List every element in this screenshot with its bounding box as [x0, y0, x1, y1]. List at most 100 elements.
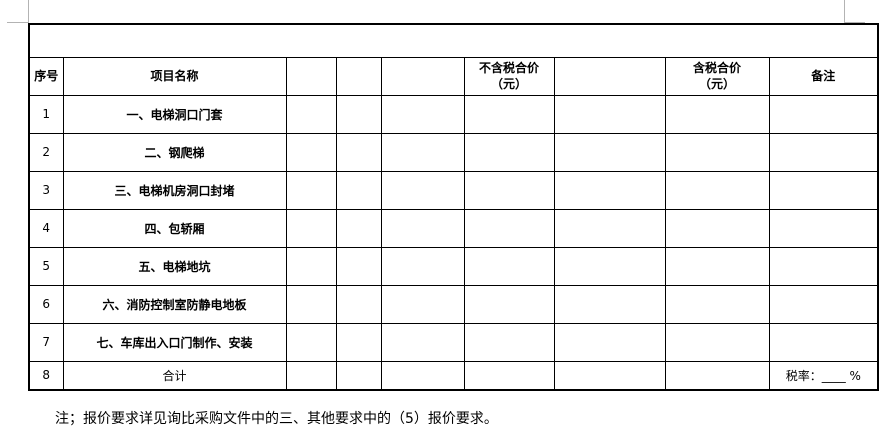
- empty-cell[interactable]: [285, 170, 337, 210]
- empty-cell[interactable]: [335, 246, 382, 286]
- item-name: 二、钢爬梯: [62, 132, 287, 172]
- price-excl-tax-cell[interactable]: [463, 322, 555, 362]
- text-boundary-mark-top-left-horizontal: [7, 22, 29, 23]
- table-row-2: 2 二、钢爬梯: [28, 132, 879, 172]
- header-price-incl-tax: 含税合价 （元）: [664, 56, 770, 96]
- empty-cell[interactable]: [335, 284, 382, 324]
- empty-cell[interactable]: [285, 94, 337, 134]
- price-incl-tax-cell[interactable]: [664, 170, 770, 210]
- price-excl-tax-cell[interactable]: [463, 94, 555, 134]
- empty-cell[interactable]: [553, 322, 666, 362]
- header-empty-col4: [335, 56, 382, 96]
- price-incl-tax-cell[interactable]: [664, 322, 770, 362]
- empty-cell[interactable]: [285, 208, 337, 248]
- item-name: 四、包轿厢: [62, 208, 287, 248]
- empty-cell[interactable]: [553, 94, 666, 134]
- table-row-title-blank: [28, 23, 879, 58]
- footnote: 注；报价要求详见询比采购文件中的三、其他要求中的（5）报价要求。: [55, 411, 498, 427]
- text-boundary-mark-top-right-horizontal: [844, 22, 865, 23]
- text-boundary-mark-top-left-vertical: [28, 0, 29, 22]
- header-price-incl-tax-line1: 含税合价: [692, 61, 741, 75]
- text-boundary-mark-top-right-vertical: [844, 0, 845, 22]
- remarks-cell[interactable]: [768, 246, 879, 286]
- empty-cell[interactable]: [553, 284, 666, 324]
- empty-cell[interactable]: [380, 132, 465, 172]
- remarks-cell[interactable]: [768, 284, 879, 324]
- row-index: 1: [28, 94, 64, 134]
- price-incl-tax-cell[interactable]: [664, 208, 770, 248]
- empty-cell[interactable]: [380, 360, 465, 391]
- remarks-cell[interactable]: [768, 132, 879, 172]
- row-index: 2: [28, 132, 64, 172]
- price-excl-tax-total-cell[interactable]: [463, 360, 555, 391]
- remarks-cell[interactable]: [768, 94, 879, 134]
- price-incl-tax-total-cell[interactable]: [664, 360, 770, 391]
- row-index: 5: [28, 246, 64, 286]
- empty-cell[interactable]: [285, 360, 337, 391]
- item-name: 一、电梯洞口门套: [62, 94, 287, 134]
- price-excl-tax-cell[interactable]: [463, 170, 555, 210]
- row-index: 3: [28, 170, 64, 210]
- header-empty-col3: [285, 56, 337, 96]
- empty-cell[interactable]: [285, 322, 337, 362]
- price-incl-tax-cell[interactable]: [664, 284, 770, 324]
- row-index: 7: [28, 322, 64, 362]
- header-price-excl-tax-line1: 不含税合价: [478, 61, 539, 75]
- empty-cell[interactable]: [380, 94, 465, 134]
- empty-cell[interactable]: [553, 360, 666, 391]
- price-excl-tax-cell[interactable]: [463, 284, 555, 324]
- table-row-6: 6 六、消防控制室防静电地板: [28, 284, 879, 324]
- remarks-cell[interactable]: [768, 170, 879, 210]
- empty-cell[interactable]: [553, 246, 666, 286]
- empty-cell[interactable]: [380, 208, 465, 248]
- table-row-4: 4 四、包轿厢: [28, 208, 879, 248]
- empty-cell[interactable]: [285, 246, 337, 286]
- empty-cell[interactable]: [380, 170, 465, 210]
- empty-cell[interactable]: [335, 170, 382, 210]
- price-incl-tax-cell[interactable]: [664, 246, 770, 286]
- item-name: 六、消防控制室防静电地板: [62, 284, 287, 324]
- total-label: 合计: [62, 360, 287, 391]
- empty-cell[interactable]: [335, 208, 382, 248]
- price-excl-tax-cell[interactable]: [463, 208, 555, 248]
- table-row-total: 8 合计 税率：____ %: [28, 360, 879, 391]
- header-price-incl-tax-line2: （元）: [698, 77, 735, 91]
- row-index: 4: [28, 208, 64, 248]
- table-row-5: 5 五、电梯地坑: [28, 246, 879, 286]
- table-row-1: 1 一、电梯洞口门套: [28, 94, 879, 134]
- empty-cell[interactable]: [380, 246, 465, 286]
- header-index: 序号: [28, 56, 64, 96]
- quotation-table: 序号 项目名称 不含税合价 （元） 含税合价 （元） 备注 1 一、电梯洞口门套: [28, 23, 880, 391]
- empty-cell[interactable]: [285, 284, 337, 324]
- price-excl-tax-cell[interactable]: [463, 246, 555, 286]
- blank-title-cell[interactable]: [28, 23, 879, 58]
- table-row-3: 3 三、电梯机房洞口封堵: [28, 170, 879, 210]
- header-price-excl-tax: 不含税合价 （元）: [463, 56, 555, 96]
- price-incl-tax-cell[interactable]: [664, 94, 770, 134]
- row-index: 6: [28, 284, 64, 324]
- empty-cell[interactable]: [335, 94, 382, 134]
- price-incl-tax-cell[interactable]: [664, 132, 770, 172]
- remarks-cell[interactable]: [768, 322, 879, 362]
- header-price-excl-tax-line2: （元）: [490, 77, 527, 91]
- empty-cell[interactable]: [380, 284, 465, 324]
- empty-cell[interactable]: [335, 132, 382, 172]
- empty-cell[interactable]: [335, 360, 382, 391]
- table-row-7: 7 七、车库出入口门制作、安装: [28, 322, 879, 362]
- item-name: 七、车库出入口门制作、安装: [62, 322, 287, 362]
- item-name: 三、电梯机房洞口封堵: [62, 170, 287, 210]
- item-name: 五、电梯地坑: [62, 246, 287, 286]
- empty-cell[interactable]: [285, 132, 337, 172]
- price-excl-tax-cell[interactable]: [463, 132, 555, 172]
- tax-rate-blank[interactable]: 税率：____ %: [768, 360, 879, 391]
- header-empty-col7: [553, 56, 666, 96]
- empty-cell[interactable]: [553, 132, 666, 172]
- remarks-cell[interactable]: [768, 208, 879, 248]
- header-empty-col5: [380, 56, 465, 96]
- empty-cell[interactable]: [553, 170, 666, 210]
- empty-cell[interactable]: [335, 322, 382, 362]
- header-remarks: 备注: [768, 56, 879, 96]
- empty-cell[interactable]: [553, 208, 666, 248]
- empty-cell[interactable]: [380, 322, 465, 362]
